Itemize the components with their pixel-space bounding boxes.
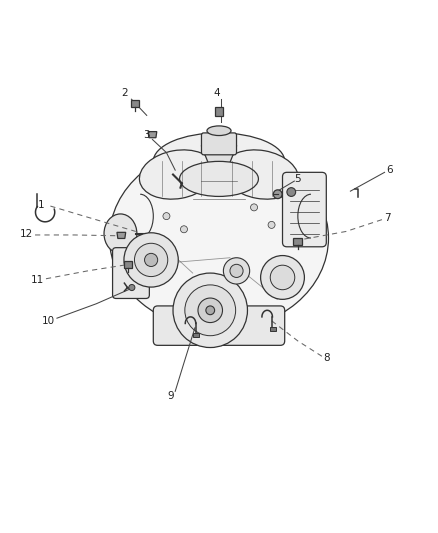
Bar <box>215 107 223 116</box>
Text: 2: 2 <box>121 88 128 99</box>
Bar <box>193 333 199 337</box>
Text: 11: 11 <box>31 274 44 285</box>
Bar <box>293 238 302 245</box>
Ellipse shape <box>110 146 328 330</box>
Bar <box>270 327 276 331</box>
Circle shape <box>223 258 250 284</box>
Text: 9: 9 <box>167 391 174 401</box>
Circle shape <box>185 285 236 336</box>
Polygon shape <box>148 132 157 138</box>
Text: 3: 3 <box>143 130 150 140</box>
Ellipse shape <box>180 161 258 197</box>
Text: 12: 12 <box>20 229 33 239</box>
Ellipse shape <box>223 150 299 199</box>
Circle shape <box>124 233 178 287</box>
Text: 8: 8 <box>323 353 330 364</box>
Polygon shape <box>117 232 126 238</box>
Ellipse shape <box>153 133 285 190</box>
FancyBboxPatch shape <box>283 172 326 247</box>
Polygon shape <box>201 146 237 190</box>
Text: 10: 10 <box>42 316 55 326</box>
Text: 6: 6 <box>386 165 393 175</box>
Circle shape <box>270 265 295 290</box>
Ellipse shape <box>207 126 231 135</box>
Circle shape <box>145 253 158 266</box>
Circle shape <box>261 255 304 300</box>
Bar <box>131 100 139 107</box>
FancyBboxPatch shape <box>153 306 285 345</box>
Text: 4: 4 <box>213 88 220 99</box>
Ellipse shape <box>139 150 215 199</box>
Bar <box>124 261 132 268</box>
Circle shape <box>268 221 275 229</box>
Circle shape <box>287 188 296 197</box>
Circle shape <box>206 306 215 314</box>
Text: 7: 7 <box>384 213 391 223</box>
Circle shape <box>251 204 258 211</box>
Text: 1: 1 <box>38 200 45 210</box>
Circle shape <box>129 285 135 290</box>
Ellipse shape <box>104 214 137 253</box>
Text: 5: 5 <box>294 174 301 184</box>
Circle shape <box>230 264 243 278</box>
Circle shape <box>173 273 247 348</box>
Circle shape <box>180 226 187 233</box>
FancyBboxPatch shape <box>201 133 237 155</box>
Circle shape <box>163 213 170 220</box>
Circle shape <box>198 298 223 322</box>
FancyBboxPatch shape <box>113 248 149 298</box>
Circle shape <box>273 190 282 199</box>
Circle shape <box>134 243 168 277</box>
